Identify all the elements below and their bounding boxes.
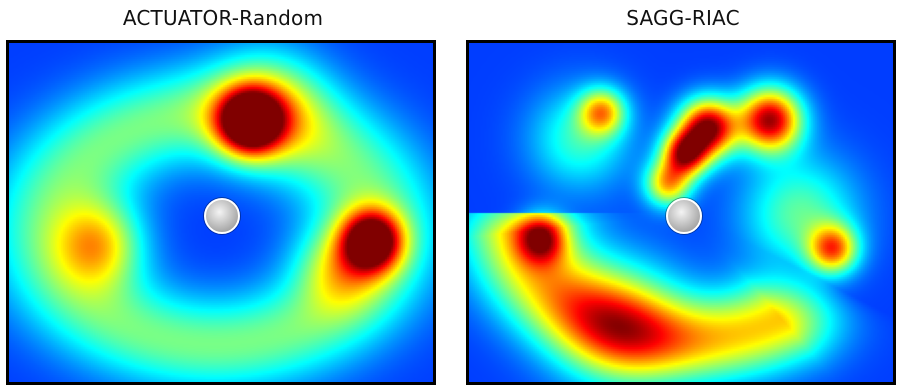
origin-marker-left xyxy=(204,198,240,234)
heatmap-actuator-random xyxy=(6,40,436,385)
chart-title-right: SAGG-RIAC xyxy=(626,6,740,30)
origin-marker-right xyxy=(666,198,702,234)
chart-title-left: ACTUATOR-Random xyxy=(122,6,324,30)
heatmap-sagg-riac xyxy=(466,40,896,385)
